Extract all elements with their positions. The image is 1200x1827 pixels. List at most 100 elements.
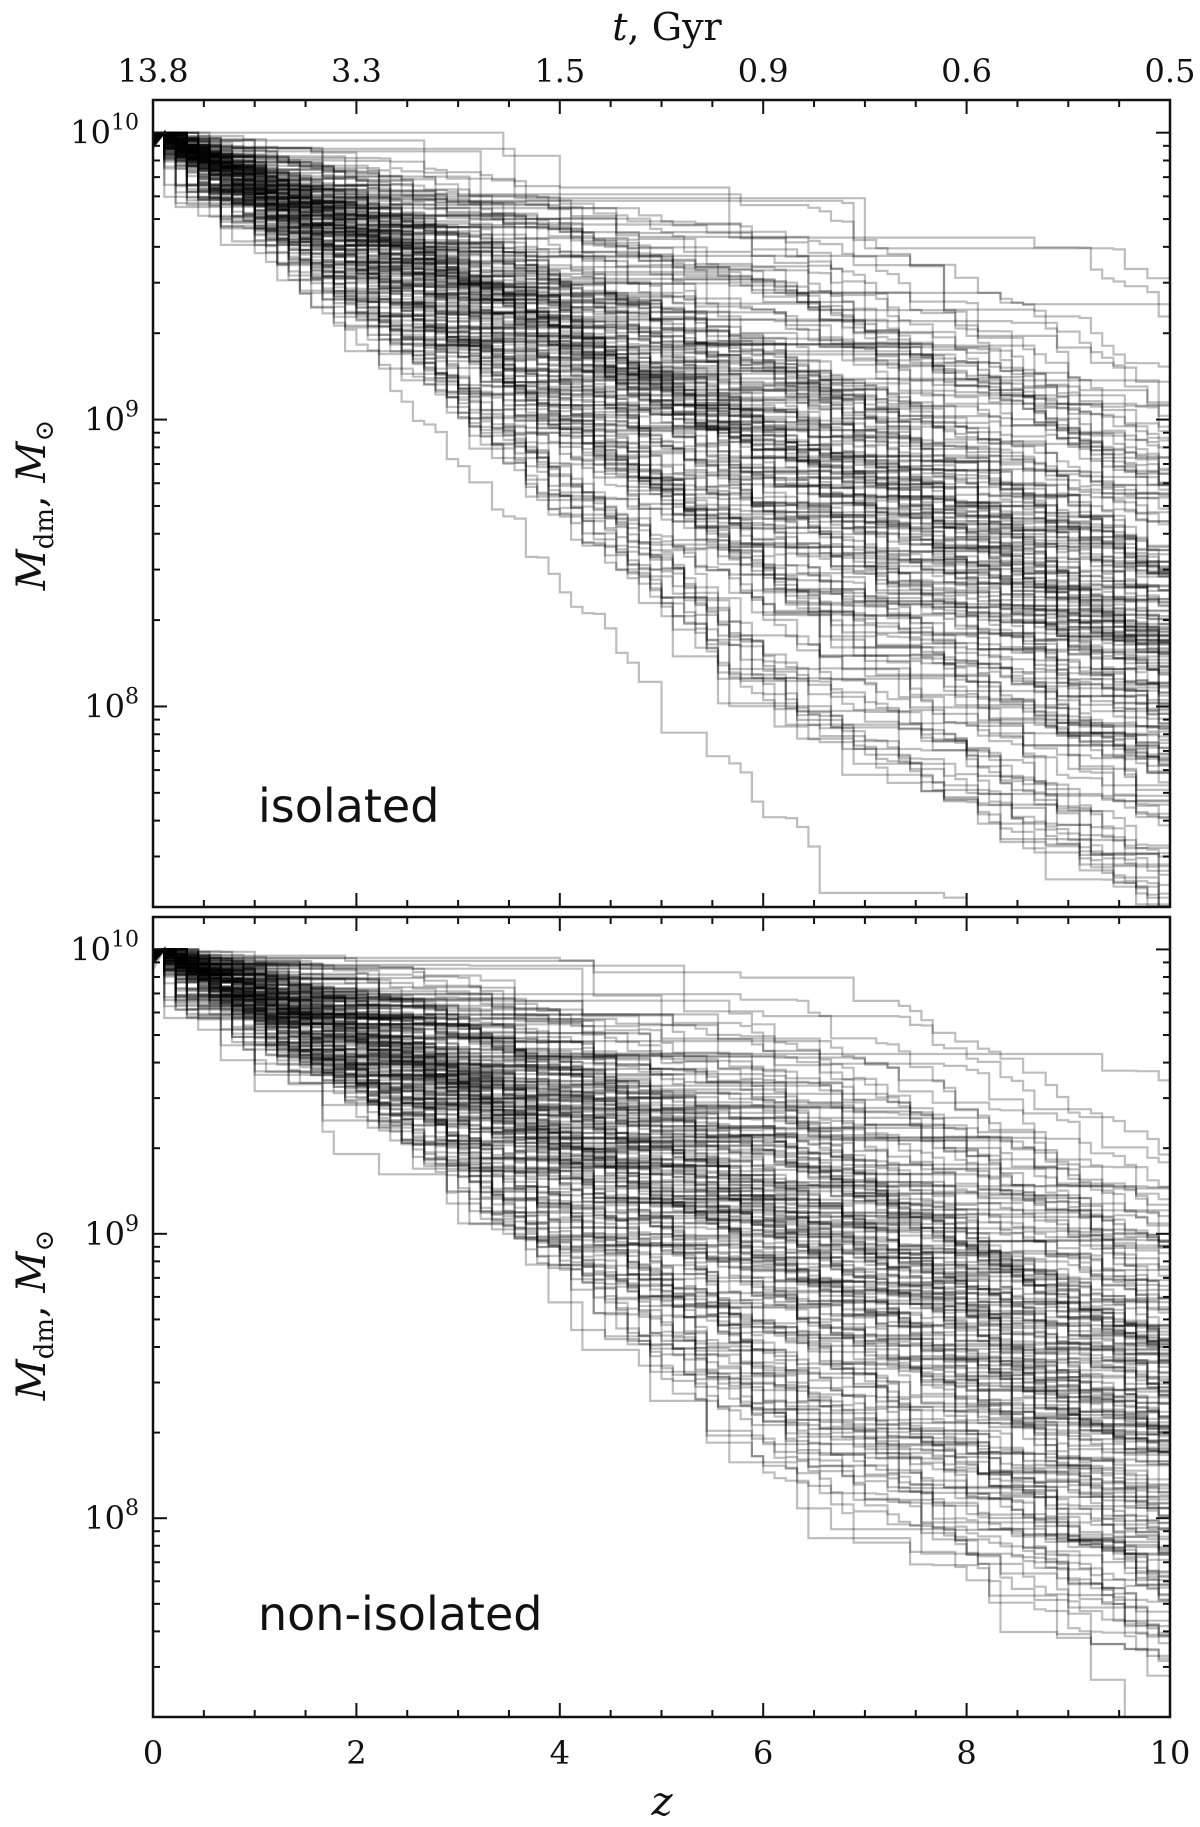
accretion-track — [153, 131, 1170, 686]
accretion-track — [153, 131, 1170, 870]
accretion-track — [153, 131, 1170, 760]
accretion-track — [153, 130, 1170, 484]
accretion-track — [153, 131, 1170, 406]
accretion-track — [153, 947, 1170, 1567]
accretion-track — [153, 947, 1170, 1601]
accretion-track — [153, 947, 1170, 1432]
accretion-track — [153, 948, 1170, 1466]
accretion-track — [153, 948, 1170, 1378]
accretion-track — [153, 131, 1170, 592]
accretion-track — [153, 948, 1170, 1404]
accretion-track — [153, 131, 1170, 626]
accretion-track — [153, 131, 1170, 876]
accretion-track — [153, 131, 1170, 596]
accretion-track — [153, 131, 1170, 706]
accretion-track — [153, 131, 1170, 318]
accretion-track — [153, 947, 1170, 1525]
accretion-track — [153, 948, 1170, 1356]
accretion-track — [153, 948, 1170, 1218]
accretion-track — [153, 130, 1170, 709]
accretion-track — [153, 130, 1170, 834]
accretion-track — [153, 948, 1170, 1497]
accretion-track — [153, 131, 1170, 678]
accretion-track — [153, 130, 1170, 684]
accretion-track — [153, 131, 1170, 578]
accretion-track — [153, 947, 1170, 1371]
accretion-track — [153, 131, 1170, 565]
accretion-track — [153, 131, 1170, 668]
accretion-track — [153, 130, 1170, 404]
accretion-track — [153, 131, 1170, 588]
accretion-track — [153, 947, 1170, 1314]
accretion-track — [153, 947, 1170, 1582]
accretion-track — [153, 948, 1170, 1436]
accretion-track — [153, 131, 1170, 648]
accretion-track — [153, 947, 1170, 1305]
accretion-track — [153, 948, 1170, 1548]
accretion-track — [153, 131, 1170, 574]
accretion-track — [153, 947, 1170, 1344]
accretion-track — [153, 946, 1170, 1382]
accretion-track — [153, 948, 1170, 1616]
tracks-isolated — [153, 129, 1170, 907]
accretion-track — [153, 131, 1170, 474]
accretion-track — [153, 130, 1170, 684]
accretion-track — [153, 129, 1170, 728]
accretion-track — [153, 131, 1170, 644]
accretion-track — [153, 130, 1170, 498]
accretion-track — [153, 129, 1170, 773]
accretion-track — [153, 946, 1170, 1351]
accretion-track — [153, 947, 1170, 1628]
accretion-track — [153, 947, 1170, 1580]
accretion-track — [153, 131, 1170, 732]
accretion-track — [153, 948, 1170, 1400]
accretion-track — [153, 948, 1170, 1361]
accretion-track — [153, 131, 1170, 755]
accretion-track — [153, 131, 1170, 705]
top-tick-label: 3.3 — [331, 52, 382, 90]
accretion-track — [153, 946, 1170, 1271]
accretion-track — [153, 948, 1170, 1336]
accretion-track — [153, 131, 1170, 634]
accretion-track — [153, 131, 1170, 612]
accretion-track — [153, 947, 1170, 1577]
accretion-track — [153, 131, 1170, 767]
accretion-track — [153, 948, 1170, 1304]
accretion-track — [153, 131, 1170, 626]
accretion-track — [153, 131, 1170, 600]
accretion-track — [153, 131, 1170, 523]
accretion-track — [153, 947, 1170, 1363]
accretion-track — [153, 131, 1170, 889]
accretion-track — [153, 948, 1170, 1156]
accretion-track — [153, 131, 1170, 733]
accretion-track — [153, 948, 1170, 1200]
accretion-track — [153, 131, 1170, 699]
accretion-track — [153, 948, 1170, 1327]
accretion-track — [153, 948, 1170, 1397]
accretion-track — [153, 947, 1170, 1427]
accretion-track — [153, 131, 1170, 556]
x-tick-label: 8 — [956, 1734, 976, 1772]
accretion-track — [153, 131, 1170, 388]
top-tick-label: 13.8 — [117, 52, 188, 90]
accretion-track — [153, 948, 1170, 1657]
y-tick-label: 108 — [84, 1496, 139, 1537]
accretion-track — [153, 948, 1170, 1443]
accretion-track — [153, 947, 1170, 1521]
accretion-track — [153, 947, 1170, 1622]
accretion-track — [153, 948, 1170, 1459]
accretion-track — [153, 131, 1170, 715]
accretion-track — [153, 946, 1170, 1386]
accretion-track — [153, 948, 1170, 1251]
accretion-track — [153, 130, 1170, 895]
accretion-track — [153, 948, 1170, 1457]
accretion-track — [153, 948, 1170, 1407]
accretion-track — [153, 948, 1170, 1657]
accretion-track — [153, 130, 1170, 646]
accretion-track — [153, 130, 1170, 697]
accretion-track — [153, 131, 1170, 654]
accretion-track — [153, 947, 1170, 1478]
accretion-track — [153, 129, 1170, 716]
accretion-track — [153, 947, 1170, 1511]
accretion-track — [153, 129, 1170, 695]
